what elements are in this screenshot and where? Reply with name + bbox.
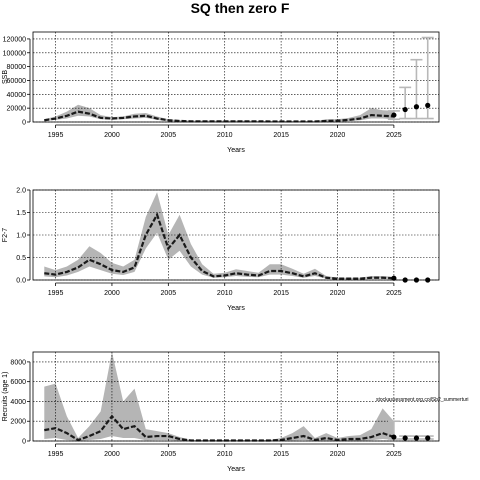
plot-frame: [32, 189, 440, 281]
projection-point: [402, 106, 408, 113]
x-tick-label: 2020: [330, 451, 346, 458]
y-tick-label: 20000: [7, 106, 27, 113]
x-tick-label: 1995: [48, 290, 64, 297]
y-tick-label: 2.0: [16, 188, 26, 195]
y-axis-label: SSB: [2, 70, 9, 84]
y-tick-label: 120000: [3, 36, 26, 43]
projection-point: [425, 102, 431, 108]
x-tick-label: 2000: [104, 132, 120, 139]
x-tick-label: 2025: [386, 451, 402, 458]
projection-point: [402, 435, 408, 441]
x-axis-label: Years: [227, 147, 245, 154]
x-tick-label: 2000: [104, 451, 120, 458]
x-tick-label: 2015: [273, 290, 289, 297]
x-tick-label: 2005: [161, 132, 177, 139]
projection-point: [425, 435, 431, 441]
projection-point: [391, 275, 397, 281]
x-tick-label: 2025: [386, 290, 402, 297]
y-axis-label: Recruits (age 1): [2, 372, 9, 422]
chart-title: SQ then zero F: [191, 0, 290, 16]
confidence-band: [44, 352, 394, 441]
plot-frame: [32, 351, 440, 442]
median-line: [44, 212, 394, 280]
x-tick-label: 2010: [217, 290, 233, 297]
plot-frame: [32, 31, 440, 123]
x-tick-label: 1995: [48, 451, 64, 458]
y-tick-label: 6000: [10, 379, 26, 386]
y-tick-label: 100000: [3, 50, 26, 57]
x-tick-label: 2010: [217, 132, 233, 139]
y-tick-label: 0: [22, 439, 26, 446]
x-tick-label: 2005: [161, 290, 177, 297]
y-axis-label: F2-7: [2, 228, 9, 243]
y-tick-label: 1.0: [16, 233, 26, 240]
panel-3: 1995 2000 2005 2010 2015 2020 2025 Years 0 2000 40…: [2, 351, 469, 473]
x-tick-label: 2015: [273, 451, 289, 458]
panel-2: 1995 2000 2005 2010 2015 2020 2025 Years 0.0 0.5 1…: [2, 188, 440, 312]
median-line: [44, 414, 395, 442]
x-tick-label: 2015: [273, 132, 289, 139]
projection-point: [391, 112, 397, 118]
x-tick-label: 2020: [330, 132, 346, 139]
x-tick-label: 2000: [104, 290, 120, 297]
y-tick-label: 0: [22, 120, 26, 127]
y-tick-label: 0.5: [16, 255, 26, 262]
x-tick-label: 1995: [48, 132, 64, 139]
y-tick-label: 40000: [7, 92, 27, 99]
y-tick-label: 2000: [10, 419, 26, 426]
projection-point: [391, 434, 397, 440]
projection-point: [413, 104, 420, 110]
y-tick-label: 80000: [7, 64, 27, 71]
confidence-band: [44, 192, 394, 280]
x-tick-label: 2005: [161, 451, 177, 458]
y-tick-label: 0.0: [16, 278, 26, 285]
confidence-band: [44, 104, 394, 122]
projection-point: [413, 435, 420, 441]
y-tick-label: 8000: [10, 359, 26, 366]
y-tick-label: 1.5: [16, 210, 26, 217]
y-tick-label: 4000: [10, 399, 26, 406]
median-line: [44, 110, 394, 123]
x-tick-label: 2025: [386, 132, 402, 139]
x-tick-label: 2010: [217, 451, 233, 458]
source-annotation: stockassessment.org,coilSb2_summerturi: [376, 397, 469, 403]
x-axis-label: Years: [227, 305, 245, 312]
panel-1: 1995 2000 2005 2010 2015 2020 2025 Years 0 20000 4…: [2, 31, 440, 154]
x-tick-label: 2020: [330, 290, 346, 297]
x-axis-label: Years: [227, 466, 245, 473]
y-tick-label: 60000: [7, 78, 27, 85]
